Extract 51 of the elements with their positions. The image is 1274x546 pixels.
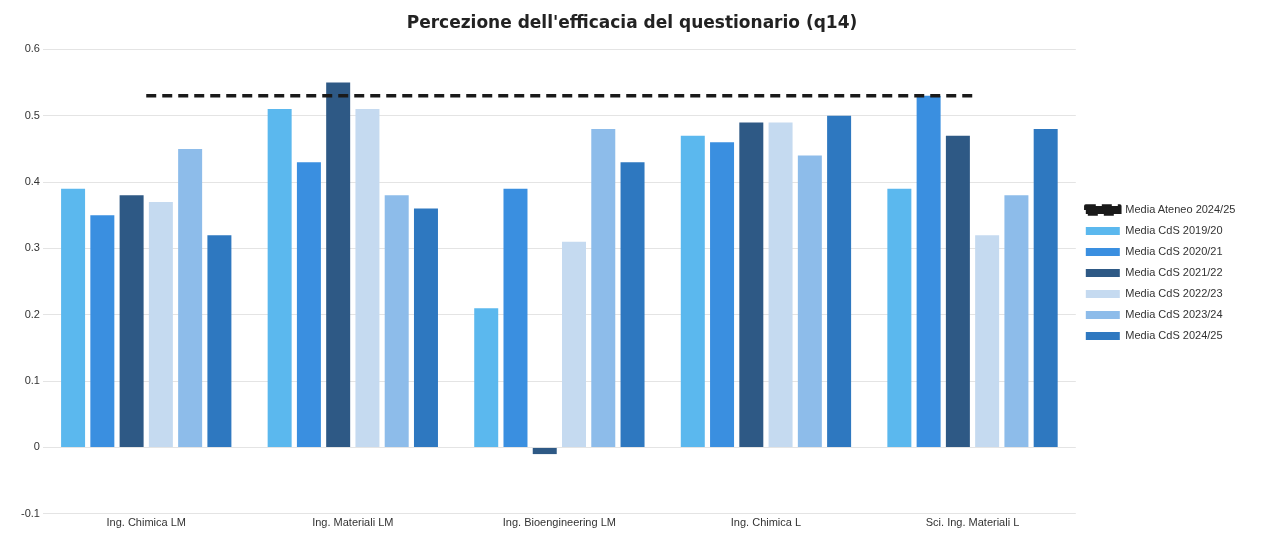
chart-title: Percezione dell'efficacia del questionario (q14) — [406, 11, 858, 32]
y-tick-label: 0.1 — [24, 374, 40, 387]
bar — [326, 82, 351, 447]
bar — [532, 447, 557, 455]
y-tick-label: 0 — [33, 440, 40, 453]
bar — [413, 208, 438, 447]
x-tick-label: Ing. Bioengineering LM — [502, 516, 616, 529]
y-tick-label: 0.5 — [24, 108, 40, 121]
bar — [916, 95, 941, 447]
bar — [620, 162, 645, 447]
legend-label: Media Ateneo 2024/25 — [1125, 203, 1236, 216]
bar — [710, 142, 735, 447]
bar — [119, 195, 144, 447]
y-tick-label: -0.1 — [20, 506, 40, 519]
bar — [1004, 195, 1029, 447]
bar — [975, 235, 1000, 447]
bar — [562, 241, 587, 447]
bar — [207, 235, 232, 447]
legend-label: Media CdS 2021/22 — [1125, 266, 1223, 279]
legend-label: Media CdS 2020/21 — [1125, 245, 1223, 258]
y-tick-label: 0.4 — [24, 175, 40, 188]
bar — [768, 122, 793, 447]
bar — [148, 201, 173, 447]
bar — [503, 188, 528, 447]
bar — [680, 135, 705, 447]
y-tick-label: 0.2 — [24, 307, 40, 320]
bar — [887, 188, 912, 447]
legend-label: Media CdS 2019/20 — [1125, 224, 1223, 237]
legend-label: Media CdS 2022/23 — [1125, 287, 1223, 300]
legend-label: Media CdS 2023/24 — [1125, 308, 1223, 321]
bar — [355, 109, 380, 447]
bar — [1033, 129, 1058, 447]
y-tick-label: 0.3 — [24, 241, 40, 254]
bar — [61, 188, 86, 447]
bar — [296, 162, 321, 447]
bar — [267, 109, 292, 447]
bar — [827, 115, 852, 447]
bar — [797, 155, 822, 447]
bar — [474, 308, 499, 447]
x-tick-label: Sci. Ing. Materiali L — [925, 516, 1020, 529]
legend-label: Media CdS 2024/25 — [1125, 329, 1223, 342]
bar — [90, 215, 115, 447]
bar — [945, 135, 970, 447]
bar — [591, 129, 616, 447]
x-tick-label: Ing. Materiali LM — [312, 516, 394, 529]
x-tick-label: Ing. Chimica LM — [106, 516, 186, 529]
x-tick-label: Ing. Chimica L — [730, 516, 802, 529]
bar — [384, 195, 409, 447]
y-tick-label: 0.6 — [24, 42, 40, 55]
bar — [178, 148, 203, 447]
bar — [739, 122, 764, 447]
